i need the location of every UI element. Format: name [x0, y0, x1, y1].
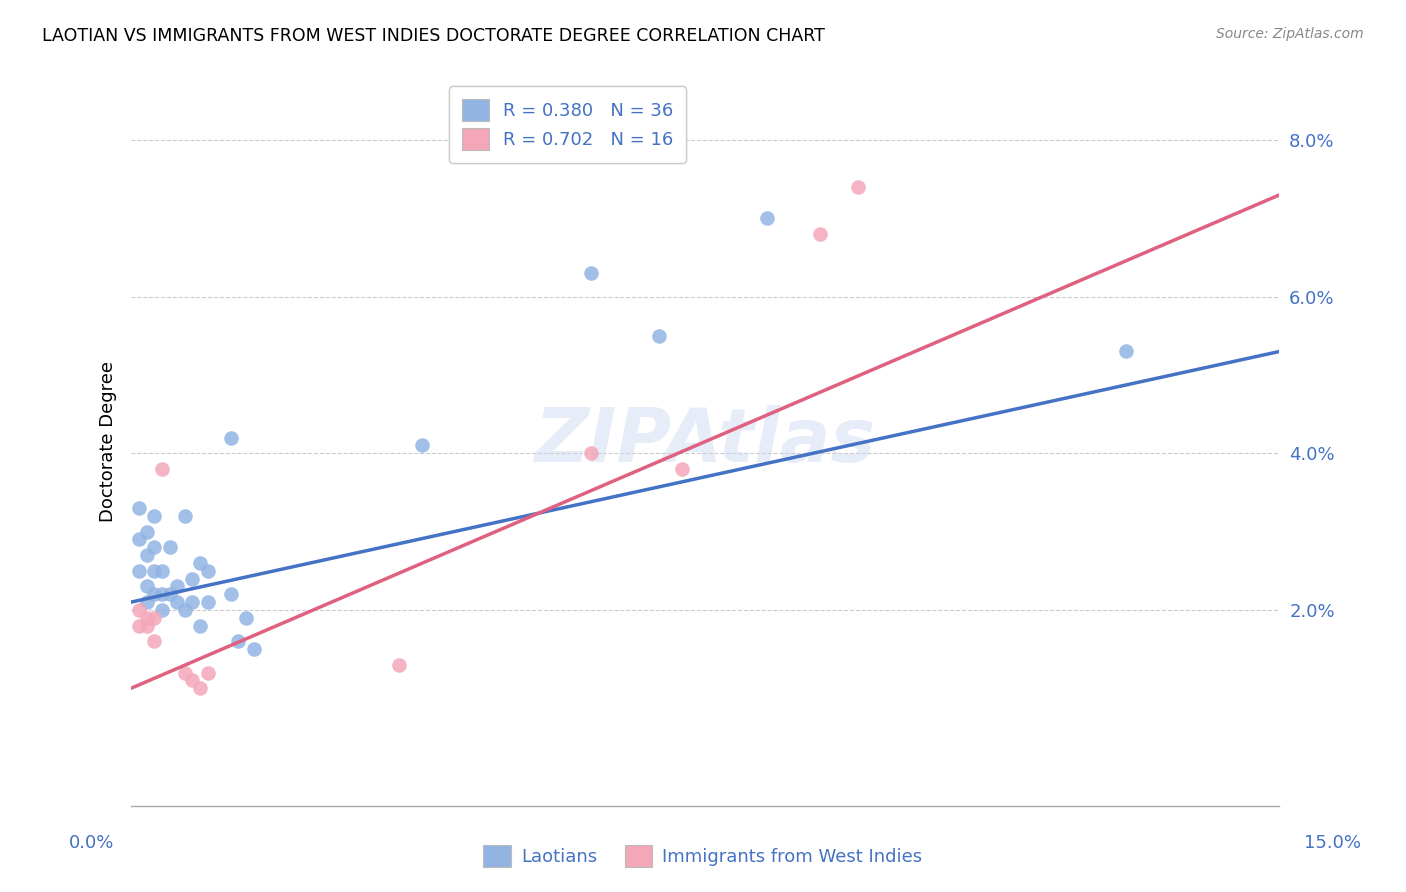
Legend: Laotians, Immigrants from West Indies: Laotians, Immigrants from West Indies: [477, 838, 929, 874]
Text: Source: ZipAtlas.com: Source: ZipAtlas.com: [1216, 27, 1364, 41]
Point: [143, 508, 166, 523]
Point: [166, 595, 188, 609]
Point: [143, 611, 166, 625]
Point: [135, 611, 157, 625]
Point: [128, 618, 150, 632]
Point: [579, 266, 602, 280]
Point: [150, 603, 173, 617]
Point: [143, 564, 166, 578]
Point: [150, 462, 173, 476]
Point: [648, 328, 671, 343]
Point: [197, 665, 219, 680]
Point: [128, 564, 150, 578]
Point: [128, 533, 150, 547]
Point: [135, 579, 157, 593]
Point: [388, 657, 411, 672]
Point: [150, 587, 173, 601]
Point: [173, 603, 195, 617]
Point: [219, 431, 242, 445]
Point: [219, 587, 242, 601]
Point: [135, 524, 157, 539]
Point: [579, 446, 602, 460]
Point: [1115, 344, 1137, 359]
Point: [159, 587, 181, 601]
Text: 0.0%: 0.0%: [69, 834, 114, 852]
Point: [848, 180, 870, 194]
Point: [235, 611, 257, 625]
Point: [150, 564, 173, 578]
Text: 15.0%: 15.0%: [1305, 834, 1361, 852]
Text: LAOTIAN VS IMMIGRANTS FROM WEST INDIES DOCTORATE DEGREE CORRELATION CHART: LAOTIAN VS IMMIGRANTS FROM WEST INDIES D…: [42, 27, 825, 45]
Point: [188, 681, 211, 696]
Point: [411, 438, 433, 452]
Point: [671, 462, 693, 476]
Point: [197, 564, 219, 578]
Point: [143, 587, 166, 601]
Point: [173, 508, 195, 523]
Legend: R = 0.380   N = 36, R = 0.702   N = 16: R = 0.380 N = 36, R = 0.702 N = 16: [449, 87, 686, 163]
Point: [143, 541, 166, 555]
Point: [128, 501, 150, 516]
Point: [808, 227, 831, 241]
Text: ZIPAtlas: ZIPAtlas: [534, 405, 876, 478]
Y-axis label: Doctorate Degree: Doctorate Degree: [100, 361, 117, 522]
Point: [173, 665, 195, 680]
Point: [188, 556, 211, 570]
Point: [181, 673, 204, 688]
Point: [197, 595, 219, 609]
Point: [135, 548, 157, 562]
Point: [228, 634, 250, 648]
Point: [166, 579, 188, 593]
Point: [181, 595, 204, 609]
Point: [128, 603, 150, 617]
Point: [143, 634, 166, 648]
Point: [159, 541, 181, 555]
Point: [135, 595, 157, 609]
Point: [181, 572, 204, 586]
Point: [135, 618, 157, 632]
Point: [188, 618, 211, 632]
Point: [755, 211, 778, 226]
Point: [242, 642, 264, 657]
